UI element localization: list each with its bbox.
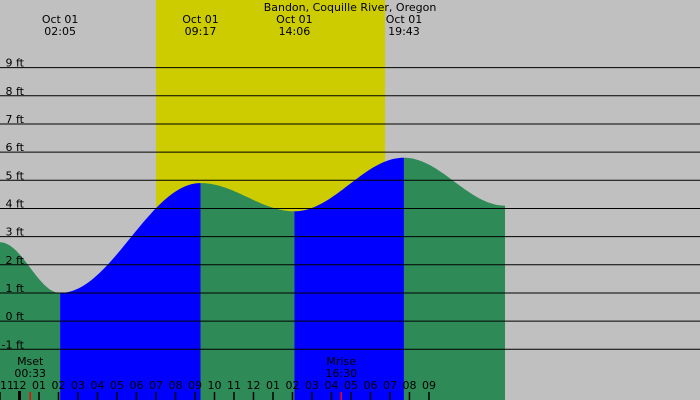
x-tick-mark	[77, 392, 79, 400]
x-tick-label: 08	[168, 379, 182, 392]
y-tick-label: 8 ft	[6, 85, 25, 98]
falling-tide-area	[200, 183, 295, 400]
y-tick-label: 2 ft	[6, 254, 25, 267]
moon-event-time: 00:33	[14, 367, 46, 380]
x-tick-mark	[350, 392, 352, 400]
moon-event-marker	[29, 392, 31, 400]
y-tick-label: -1 ft	[2, 338, 25, 351]
x-tick-mark	[272, 392, 274, 400]
x-tick-mark	[38, 392, 40, 400]
tide-areas	[0, 157, 506, 400]
y-tick-label: 9 ft	[6, 57, 25, 70]
x-tick-label: 01	[266, 379, 280, 392]
x-tick-label: 05	[110, 379, 124, 392]
tide-extreme-time: 14:06	[279, 25, 311, 38]
tide-extreme-time: 09:17	[185, 25, 217, 38]
x-tick-label: 02	[51, 379, 65, 392]
x-tick-label: 06	[129, 379, 143, 392]
x-tick-mark	[389, 392, 391, 400]
x-tick-label: 03	[71, 379, 85, 392]
x-tick-label: 06	[363, 379, 377, 392]
x-tick-label: 07	[149, 379, 163, 392]
moon-event-label: Mset	[17, 355, 44, 368]
tide-extreme-date: Oct 01	[276, 13, 313, 26]
x-tick-label: 04	[90, 379, 104, 392]
y-tick-label: 6 ft	[6, 141, 25, 154]
tide-extreme-date: Oct 01	[182, 13, 219, 26]
moon-event-time: 16:30	[325, 367, 357, 380]
x-tick-label: 11	[0, 379, 14, 392]
x-tick-mark	[213, 392, 216, 400]
x-tick-mark	[252, 392, 255, 400]
moon-event-marker	[340, 392, 342, 400]
y-tick-label: 1 ft	[6, 282, 25, 295]
x-tick-label: 02	[285, 379, 299, 392]
tide-extreme-time: 02:05	[44, 25, 76, 38]
x-tick-mark	[369, 392, 372, 400]
x-tick-label: 09	[422, 379, 436, 392]
x-tick-label: 01	[32, 379, 46, 392]
grid-lines	[0, 67, 700, 350]
x-tick-mark	[135, 392, 138, 400]
midnight-marker	[17, 391, 21, 400]
x-tick-mark	[194, 392, 196, 400]
y-tick-label: 4 ft	[6, 197, 25, 210]
y-tick-label: 7 ft	[6, 113, 25, 126]
x-tick-label: 03	[305, 379, 319, 392]
x-tick-mark	[428, 392, 430, 400]
x-tick-label: 07	[383, 379, 397, 392]
x-tick-mark	[330, 392, 333, 400]
x-tick-mark	[96, 392, 99, 400]
x-tick-mark	[311, 392, 313, 400]
falling-tide-area	[403, 157, 506, 400]
x-tick-label: 12	[246, 379, 260, 392]
tide-extreme-date: Oct 01	[42, 13, 79, 26]
rising-tide-area	[60, 183, 201, 400]
x-tick-mark	[291, 392, 294, 400]
y-tick-label: 3 ft	[6, 226, 25, 239]
y-axis-labels: 9 ft 8 ft 7 ft 6 ft 5 ft 4 ft 3 ft 2 ft 1 ft 0 ft…	[2, 57, 25, 352]
x-tick-mark	[174, 392, 177, 400]
x-tick-mark	[116, 392, 118, 400]
tide-extreme-date: Oct 01	[386, 13, 423, 26]
x-tick-label: 08	[402, 379, 416, 392]
tide-extreme-time: 19:43	[388, 25, 420, 38]
x-tick-mark	[155, 392, 157, 400]
y-tick-label: 5 ft	[6, 169, 25, 182]
x-tick-label: 11	[227, 379, 241, 392]
moon-event-label: Mrise	[326, 355, 356, 368]
chart-title: Bandon, Coquille River, Oregon	[264, 1, 437, 14]
x-tick-mark	[0, 392, 1, 400]
x-tick-mark	[408, 392, 411, 400]
x-tick-label: 10	[207, 379, 221, 392]
x-tick-label: 12	[12, 379, 26, 392]
y-tick-label: 0 ft	[6, 310, 25, 323]
rising-tide-area	[294, 157, 404, 400]
x-tick-label: 09	[188, 379, 202, 392]
x-tick-label: 04	[324, 379, 338, 392]
x-tick-mark	[57, 392, 60, 400]
x-tick-mark	[233, 392, 235, 400]
x-tick-label: 05	[344, 379, 358, 392]
